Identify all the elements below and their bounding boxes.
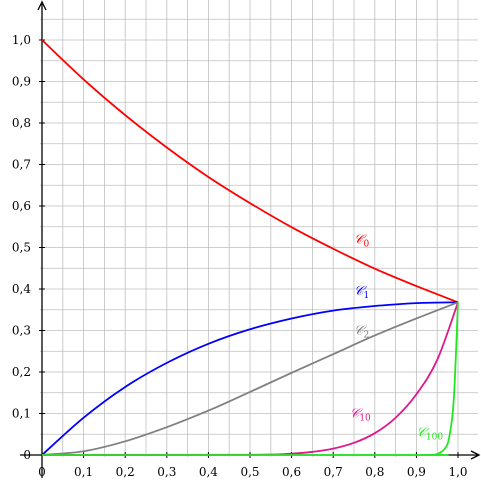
series-label-0: 𝒞0 (354, 232, 369, 249)
x-tick-label: 1,0 (448, 465, 467, 479)
grid (40, 0, 478, 457)
y-tick-label: 0,3 (12, 324, 31, 338)
x-tick-label: 0,6 (282, 465, 301, 479)
series-line-0 (41, 39, 459, 304)
x-tick-label: 0 (38, 465, 46, 479)
y-tick-label: 0 (23, 448, 31, 462)
x-tick-label: 0,3 (157, 465, 176, 479)
y-axis-arrow (37, 0, 47, 11)
axes (20, 0, 481, 478)
x-axis-arrow (470, 450, 481, 460)
series-line-1 (41, 301, 459, 456)
y-tick-label: 1,0 (12, 33, 31, 47)
x-tick-label: 0,8 (365, 465, 384, 479)
series-label-1: 𝒞1 (354, 284, 369, 301)
series-label-10: 𝒞10 (350, 407, 371, 424)
series-line-2 (41, 301, 459, 456)
series-label-100: 𝒞100 (416, 425, 443, 442)
x-tick-label: 0,2 (116, 465, 135, 479)
y-tick-label: 0,1 (12, 407, 31, 421)
series-label-2: 𝒞2 (354, 324, 369, 341)
y-tick-label: 0,4 (12, 282, 31, 296)
y-tick-label: 0,6 (12, 199, 31, 213)
y-tick-label: 0,7 (12, 158, 31, 172)
x-tick-label: 0,1 (74, 465, 93, 479)
y-tick-label: 0,5 (12, 241, 31, 255)
curves (41, 39, 459, 456)
x-tick-label: 0,9 (407, 465, 426, 479)
tick-labels: 0 0,1 0,2 0,3 0,4 0,5 0,6 0,7 0,8 0,9 1,0 0 0,1 0,2 0,… (12, 33, 468, 479)
y-tick-label: 0,8 (12, 116, 31, 130)
series-line-100 (41, 302, 459, 456)
x-tick-label: 0,5 (240, 465, 259, 479)
y-tick-label: 0,9 (12, 75, 31, 89)
x-tick-label: 0,4 (199, 465, 218, 479)
x-tick-label: 0,7 (324, 465, 343, 479)
y-tick-label: 0,2 (12, 365, 31, 379)
